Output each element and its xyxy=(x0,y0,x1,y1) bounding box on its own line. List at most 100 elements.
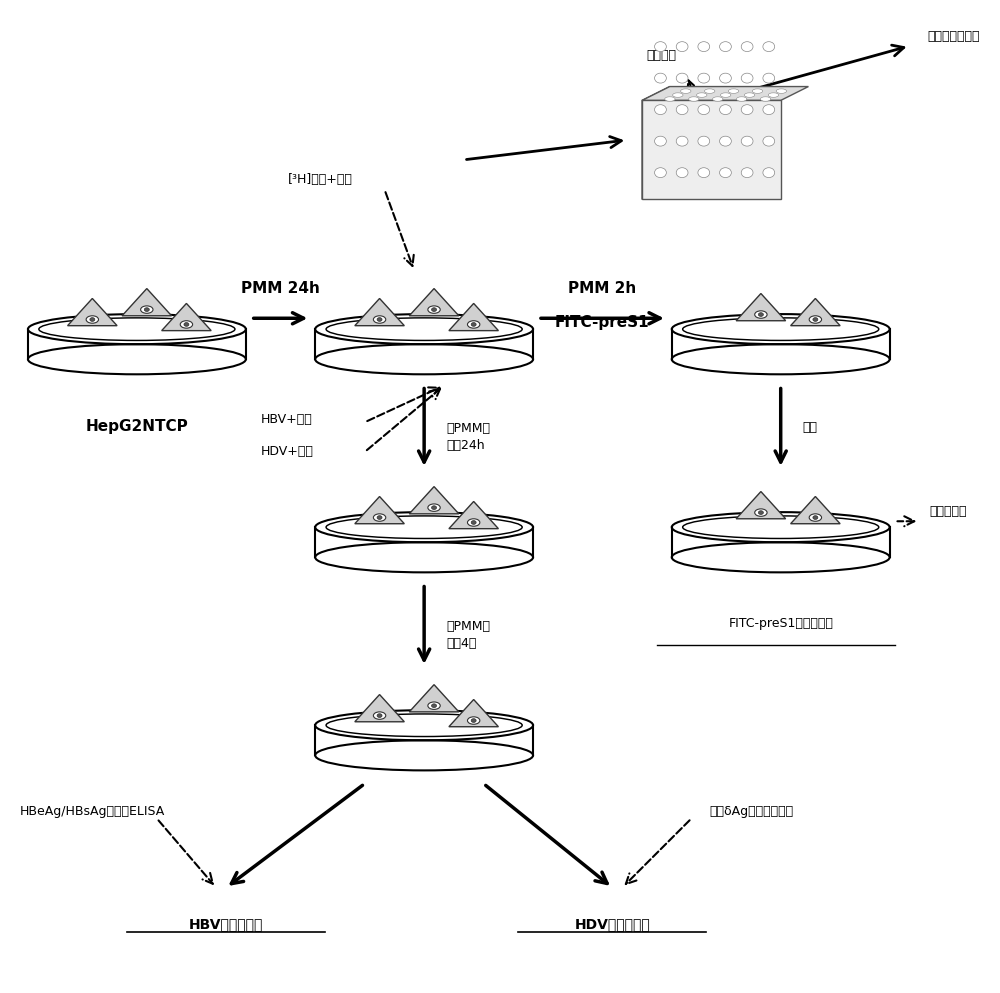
Ellipse shape xyxy=(813,318,818,322)
Ellipse shape xyxy=(467,518,480,526)
Polygon shape xyxy=(355,496,404,523)
Ellipse shape xyxy=(704,89,715,93)
Ellipse shape xyxy=(728,89,739,93)
Ellipse shape xyxy=(760,96,771,101)
Ellipse shape xyxy=(141,306,153,314)
Text: HDV感染测定法: HDV感染测定法 xyxy=(574,918,650,931)
Ellipse shape xyxy=(698,73,710,83)
Ellipse shape xyxy=(758,313,763,317)
Polygon shape xyxy=(642,86,670,200)
Polygon shape xyxy=(68,299,117,326)
Ellipse shape xyxy=(428,503,440,511)
Ellipse shape xyxy=(697,92,707,97)
Ellipse shape xyxy=(90,318,95,322)
Ellipse shape xyxy=(676,73,688,83)
Ellipse shape xyxy=(689,96,699,101)
Polygon shape xyxy=(409,487,459,513)
Ellipse shape xyxy=(755,311,767,319)
Ellipse shape xyxy=(755,508,767,516)
Polygon shape xyxy=(409,289,459,316)
Text: HDV+药物: HDV+药物 xyxy=(261,446,314,459)
Ellipse shape xyxy=(741,136,753,146)
Text: 清洗: 清洗 xyxy=(802,421,817,434)
Ellipse shape xyxy=(655,104,666,114)
Text: PMM 24h: PMM 24h xyxy=(241,281,320,297)
Text: HBV感染测定法: HBV感染测定法 xyxy=(189,918,263,931)
Polygon shape xyxy=(449,501,498,528)
Ellipse shape xyxy=(373,712,386,719)
Ellipse shape xyxy=(720,104,731,114)
Ellipse shape xyxy=(741,42,753,52)
Polygon shape xyxy=(409,684,459,712)
Ellipse shape xyxy=(655,168,666,178)
Ellipse shape xyxy=(655,42,666,52)
Ellipse shape xyxy=(377,318,382,322)
Ellipse shape xyxy=(736,96,747,101)
Ellipse shape xyxy=(763,168,775,178)
Ellipse shape xyxy=(377,714,382,718)
Polygon shape xyxy=(162,304,211,331)
Ellipse shape xyxy=(471,323,476,327)
Ellipse shape xyxy=(776,89,787,93)
Polygon shape xyxy=(791,299,840,326)
Ellipse shape xyxy=(655,73,666,83)
Text: HepG2NTCP: HepG2NTCP xyxy=(86,419,188,434)
Ellipse shape xyxy=(428,306,440,314)
Ellipse shape xyxy=(471,719,476,722)
Ellipse shape xyxy=(763,104,775,114)
Ellipse shape xyxy=(768,92,779,97)
Text: HBV+药物: HBV+药物 xyxy=(261,413,312,426)
Polygon shape xyxy=(642,100,781,200)
Ellipse shape xyxy=(741,168,753,178)
Ellipse shape xyxy=(676,136,688,146)
Ellipse shape xyxy=(373,513,386,521)
Ellipse shape xyxy=(180,321,193,328)
Ellipse shape xyxy=(86,316,99,323)
Text: 在PMM中
感染24h: 在PMM中 感染24h xyxy=(446,422,490,452)
Ellipse shape xyxy=(809,316,822,323)
Ellipse shape xyxy=(763,136,775,146)
Ellipse shape xyxy=(184,323,189,327)
Ellipse shape xyxy=(763,42,775,52)
Ellipse shape xyxy=(432,505,437,509)
Polygon shape xyxy=(355,694,404,722)
Ellipse shape xyxy=(428,702,440,709)
Ellipse shape xyxy=(720,92,731,97)
Text: PMM 2h: PMM 2h xyxy=(568,281,637,297)
Text: HBeAg/HBsAg上清液ELISA: HBeAg/HBsAg上清液ELISA xyxy=(20,805,165,818)
Ellipse shape xyxy=(713,96,723,101)
Text: 液体闪烁: 液体闪烁 xyxy=(647,50,677,63)
Ellipse shape xyxy=(655,136,666,146)
Ellipse shape xyxy=(752,89,763,93)
Ellipse shape xyxy=(676,42,688,52)
Ellipse shape xyxy=(698,42,710,52)
Text: [³H]底物+药物: [³H]底物+药物 xyxy=(288,173,353,186)
Ellipse shape xyxy=(720,168,731,178)
Text: 在PMM中
培养4天: 在PMM中 培养4天 xyxy=(446,621,490,650)
Text: 底物摄取测定法: 底物摄取测定法 xyxy=(928,30,980,43)
Ellipse shape xyxy=(813,515,818,519)
Ellipse shape xyxy=(741,104,753,114)
Ellipse shape xyxy=(741,73,753,83)
Ellipse shape xyxy=(720,136,731,146)
Ellipse shape xyxy=(432,308,437,312)
Ellipse shape xyxy=(432,704,437,708)
Polygon shape xyxy=(736,294,786,321)
Ellipse shape xyxy=(698,104,710,114)
Ellipse shape xyxy=(720,73,731,83)
Ellipse shape xyxy=(720,42,731,52)
Polygon shape xyxy=(449,304,498,331)
Text: 快速δAg免疫组织化学: 快速δAg免疫组织化学 xyxy=(709,805,793,818)
Polygon shape xyxy=(122,289,172,316)
Polygon shape xyxy=(355,299,404,326)
Ellipse shape xyxy=(809,513,822,521)
Ellipse shape xyxy=(698,168,710,178)
Ellipse shape xyxy=(676,104,688,114)
Text: FITC-preS1结合测定法: FITC-preS1结合测定法 xyxy=(728,618,833,631)
Ellipse shape xyxy=(665,96,675,101)
Text: 荧光显微镜: 荧光显微镜 xyxy=(929,504,967,518)
Ellipse shape xyxy=(758,510,763,514)
Polygon shape xyxy=(791,496,840,523)
Text: FITC-preS1: FITC-preS1 xyxy=(555,315,650,330)
Polygon shape xyxy=(449,699,498,727)
